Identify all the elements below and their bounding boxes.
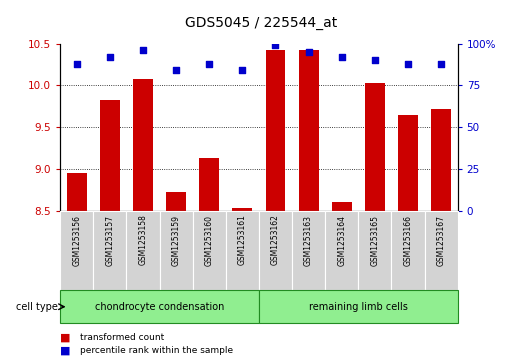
Text: percentile rank within the sample: percentile rank within the sample xyxy=(80,346,233,355)
Text: transformed count: transformed count xyxy=(80,333,164,342)
Bar xyxy=(166,192,186,211)
Point xyxy=(337,54,346,60)
Bar xyxy=(259,290,458,323)
Bar xyxy=(425,211,458,290)
Point xyxy=(205,61,213,66)
Text: GSM1253160: GSM1253160 xyxy=(204,215,214,265)
Bar xyxy=(391,211,425,290)
Text: ■: ■ xyxy=(60,333,71,343)
Text: GSM1253162: GSM1253162 xyxy=(271,215,280,265)
Point xyxy=(73,61,81,66)
Point xyxy=(172,68,180,73)
Point xyxy=(271,42,280,48)
Bar xyxy=(199,158,219,211)
Text: GSM1253167: GSM1253167 xyxy=(437,215,446,265)
Bar xyxy=(192,211,226,290)
Text: GDS5045 / 225544_at: GDS5045 / 225544_at xyxy=(185,16,338,30)
Bar xyxy=(60,290,259,323)
Text: remaining limb cells: remaining limb cells xyxy=(309,302,408,312)
Bar xyxy=(431,109,451,211)
Point xyxy=(304,49,313,55)
Text: cell type: cell type xyxy=(16,302,58,312)
Text: GSM1253156: GSM1253156 xyxy=(72,215,81,265)
Bar xyxy=(67,173,87,211)
Bar xyxy=(398,114,418,211)
Text: GSM1253165: GSM1253165 xyxy=(370,215,379,265)
Text: GSM1253157: GSM1253157 xyxy=(105,215,115,265)
Bar xyxy=(133,79,153,211)
Bar xyxy=(266,50,286,211)
Bar xyxy=(332,202,351,211)
Text: GSM1253159: GSM1253159 xyxy=(172,215,180,265)
Bar xyxy=(127,211,160,290)
Text: chondrocyte condensation: chondrocyte condensation xyxy=(95,302,224,312)
Text: GSM1253163: GSM1253163 xyxy=(304,215,313,265)
Bar xyxy=(365,83,385,211)
Bar xyxy=(226,211,259,290)
Point xyxy=(106,54,114,60)
Point xyxy=(371,57,379,63)
Bar xyxy=(93,211,127,290)
Point xyxy=(404,61,412,66)
Bar xyxy=(299,50,319,211)
Point xyxy=(238,68,246,73)
Bar xyxy=(60,211,93,290)
Point xyxy=(139,47,147,53)
Bar xyxy=(100,100,120,211)
Bar xyxy=(259,211,292,290)
Bar xyxy=(160,211,192,290)
Bar xyxy=(292,211,325,290)
Bar xyxy=(232,208,252,211)
Bar xyxy=(358,211,391,290)
Bar xyxy=(325,211,358,290)
Text: GSM1253161: GSM1253161 xyxy=(238,215,247,265)
Point xyxy=(437,61,445,66)
Text: GSM1253164: GSM1253164 xyxy=(337,215,346,265)
Text: GSM1253158: GSM1253158 xyxy=(139,215,147,265)
Text: GSM1253166: GSM1253166 xyxy=(403,215,413,265)
Text: ■: ■ xyxy=(60,345,71,355)
